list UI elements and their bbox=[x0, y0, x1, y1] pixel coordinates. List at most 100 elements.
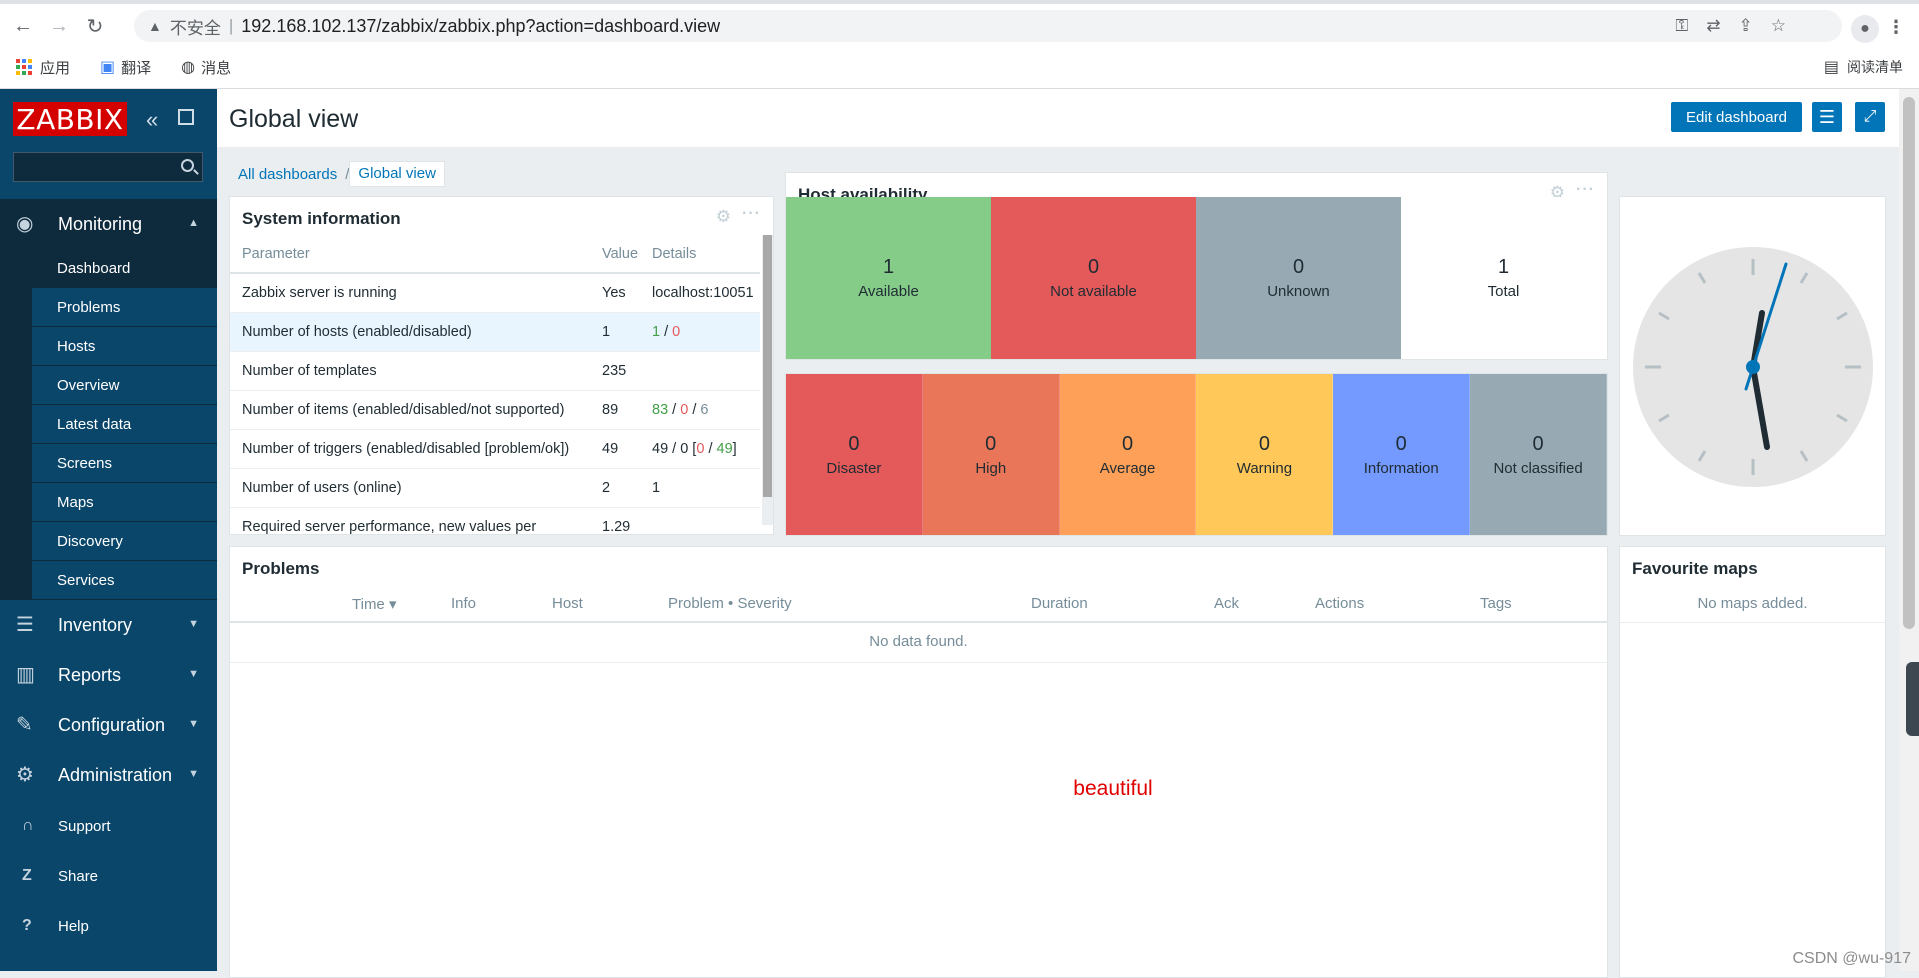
widget-title: System information bbox=[242, 209, 401, 228]
zabbix-logo[interactable]: ZABBIX bbox=[13, 102, 127, 136]
value-cell: 235 bbox=[590, 351, 640, 391]
value-cell: 1.29 bbox=[590, 507, 640, 534]
sidebar-footer: ∩ Support Z Share ? Help bbox=[0, 801, 217, 951]
collapse-sidebar-icon[interactable]: « bbox=[146, 107, 159, 132]
headset-icon: ∩ bbox=[22, 817, 34, 834]
sidebar-item-dashboard[interactable]: Dashboard bbox=[29, 249, 217, 288]
table-row: Required server performance, new values … bbox=[230, 507, 760, 534]
key-icon[interactable]: ⚿ bbox=[1675, 16, 1689, 35]
param-cell: Number of triggers (enabled/disabled [pr… bbox=[230, 429, 590, 469]
sidebar-item-latest-data[interactable]: Latest data bbox=[29, 405, 217, 444]
dashboard-actions-icon[interactable]: ☰ bbox=[1812, 102, 1842, 132]
bookmark-messages[interactable]: ◍ 消息 bbox=[181, 57, 231, 78]
browser-menu-icon[interactable]: ⋮ bbox=[1887, 17, 1905, 37]
globe-icon: ◍ bbox=[181, 59, 196, 76]
count: 1 bbox=[882, 256, 895, 278]
availability-unknown[interactable]: 0 Unknown bbox=[1196, 197, 1401, 359]
sidebar-item-screens[interactable]: Screens bbox=[29, 444, 217, 483]
value-cell: Yes bbox=[590, 273, 640, 313]
url-text[interactable]: 192.168.102.137/zabbix/zabbix.php?action… bbox=[241, 15, 721, 36]
menu-monitoring[interactable]: ◉ Monitoring ▲ bbox=[0, 199, 217, 249]
sidebar-item-problems[interactable]: Problems bbox=[29, 288, 217, 327]
availability-total[interactable]: 1 Total bbox=[1401, 197, 1606, 359]
table-row: Number of triggers (enabled/disabled [pr… bbox=[230, 429, 760, 469]
column-header-host[interactable]: Host bbox=[552, 595, 583, 612]
severity-high[interactable]: 0 High bbox=[922, 374, 1060, 535]
severity-information[interactable]: 0 Information bbox=[1333, 374, 1471, 535]
gear-icon[interactable]: ⚙ bbox=[715, 207, 731, 226]
count: 0 bbox=[848, 432, 860, 455]
bookmark-star-icon[interactable]: ☆ bbox=[1770, 16, 1786, 35]
translate-page-icon[interactable]: ⇄ bbox=[1706, 16, 1721, 35]
breadcrumb-all-dashboards[interactable]: All dashboards bbox=[238, 165, 338, 183]
breadcrumb-separator: / bbox=[345, 165, 350, 183]
column-header-time[interactable]: Time ▾ bbox=[352, 596, 397, 613]
forward-icon[interactable]: → bbox=[49, 14, 69, 37]
sidebar: ZABBIX « ◉ Monitoring ▲ Dashboard Proble… bbox=[0, 89, 217, 971]
reading-list[interactable]: ▤ 阅读清单 bbox=[1824, 53, 1903, 81]
chevron-up-icon: ▲ bbox=[188, 217, 199, 229]
count: 0 bbox=[985, 432, 997, 455]
sidebar-item-discovery[interactable]: Discovery bbox=[29, 522, 217, 561]
value-cell: 89 bbox=[590, 390, 640, 430]
kiosk-mode-icon[interactable] bbox=[178, 109, 194, 125]
sidebar-support[interactable]: ∩ Support bbox=[0, 801, 217, 851]
side-panel-handle[interactable] bbox=[1906, 662, 1919, 736]
empty-state: No data found. bbox=[230, 623, 1607, 663]
fullscreen-icon[interactable]: ⤢ bbox=[1855, 102, 1885, 132]
bookmark-translate[interactable]: ▣ 翻译 bbox=[100, 57, 151, 78]
host-availability-widget: Host availability ⚙ ··· 1 Available 0 No… bbox=[785, 172, 1608, 360]
breadcrumb-current[interactable]: Global view bbox=[349, 161, 445, 187]
table-row: Number of users (online) 2 1 bbox=[230, 468, 760, 508]
value-cell: 1 bbox=[590, 312, 640, 352]
apps-grid-icon bbox=[16, 59, 32, 75]
severity-warning[interactable]: 0 Warning bbox=[1196, 374, 1334, 535]
warning-icon: ▲ bbox=[148, 18, 162, 34]
wrench-icon: ✎ bbox=[16, 714, 33, 736]
widget-scrollbar[interactable] bbox=[762, 235, 773, 525]
scrollbar-thumb[interactable] bbox=[1903, 97, 1915, 629]
menu-reports[interactable]: ▥ Reports ▼ bbox=[0, 650, 217, 700]
reading-list-icon: ▤ bbox=[1823, 59, 1839, 76]
availability-not-available[interactable]: 0 Not available bbox=[991, 197, 1196, 359]
details-cell: 49 / 0 [0 / 49] bbox=[640, 429, 760, 469]
menu-inventory[interactable]: ☰ Inventory ▼ bbox=[0, 600, 217, 650]
severity-average[interactable]: 0 Average bbox=[1059, 374, 1197, 535]
count: 0 bbox=[1258, 432, 1270, 455]
menu-administration[interactable]: ⚙ Administration ▼ bbox=[0, 750, 217, 800]
profile-icon[interactable]: ● bbox=[1851, 15, 1879, 43]
sidebar-item-services[interactable]: Services bbox=[29, 561, 217, 600]
severity-disaster[interactable]: 0 Disaster bbox=[786, 374, 923, 535]
availability-available[interactable]: 1 Available bbox=[786, 197, 991, 359]
label: Available bbox=[858, 283, 919, 300]
page-scrollbar[interactable] bbox=[1899, 89, 1919, 971]
param-cell: Number of templates bbox=[230, 351, 590, 391]
back-icon[interactable]: ← bbox=[13, 14, 33, 37]
address-row: ← → ↻ ▲ 不安全 | 192.168.102.137/zabbix/zab… bbox=[0, 6, 1919, 46]
severity-not-classified[interactable]: 0 Not classified bbox=[1470, 374, 1607, 535]
more-options-icon[interactable]: ··· bbox=[742, 205, 761, 222]
param-cell: Number of items (enabled/disabled/not su… bbox=[230, 390, 590, 430]
reload-icon[interactable]: ↻ bbox=[86, 15, 104, 38]
address-bar[interactable]: ▲ 不安全 | 192.168.102.137/zabbix/zabbix.ph… bbox=[134, 10, 1842, 42]
sidebar-search-input[interactable] bbox=[13, 152, 203, 182]
sidebar-item-overview[interactable]: Overview bbox=[29, 366, 217, 405]
more-options-icon[interactable]: ··· bbox=[1576, 181, 1595, 198]
sidebar-share[interactable]: Z Share bbox=[0, 851, 217, 901]
page-header: Global view Edit dashboard ☰ ⤢ bbox=[217, 89, 1899, 147]
menu-label: Configuration bbox=[58, 714, 166, 735]
menu-configuration[interactable]: ✎ Configuration ▼ bbox=[0, 700, 217, 750]
column-header-problem[interactable]: Problem • Severity bbox=[668, 595, 792, 612]
share-icon[interactable]: ⇪ bbox=[1738, 16, 1753, 35]
edit-dashboard-button[interactable]: Edit dashboard bbox=[1671, 102, 1802, 132]
sidebar-help[interactable]: ? Help bbox=[0, 901, 217, 951]
menu-label: Administration bbox=[58, 764, 173, 785]
sidebar-item-hosts[interactable]: Hosts bbox=[29, 327, 217, 366]
widget-title: Favourite maps bbox=[1632, 559, 1758, 578]
details-cell bbox=[640, 351, 760, 391]
search-icon[interactable] bbox=[181, 159, 194, 172]
table-row: Number of hosts (enabled/disabled) 1 1 /… bbox=[230, 312, 760, 352]
sidebar-item-maps[interactable]: Maps bbox=[29, 483, 217, 522]
scrollbar-thumb[interactable] bbox=[763, 235, 772, 497]
bookmark-apps[interactable]: 应用 bbox=[16, 57, 70, 78]
